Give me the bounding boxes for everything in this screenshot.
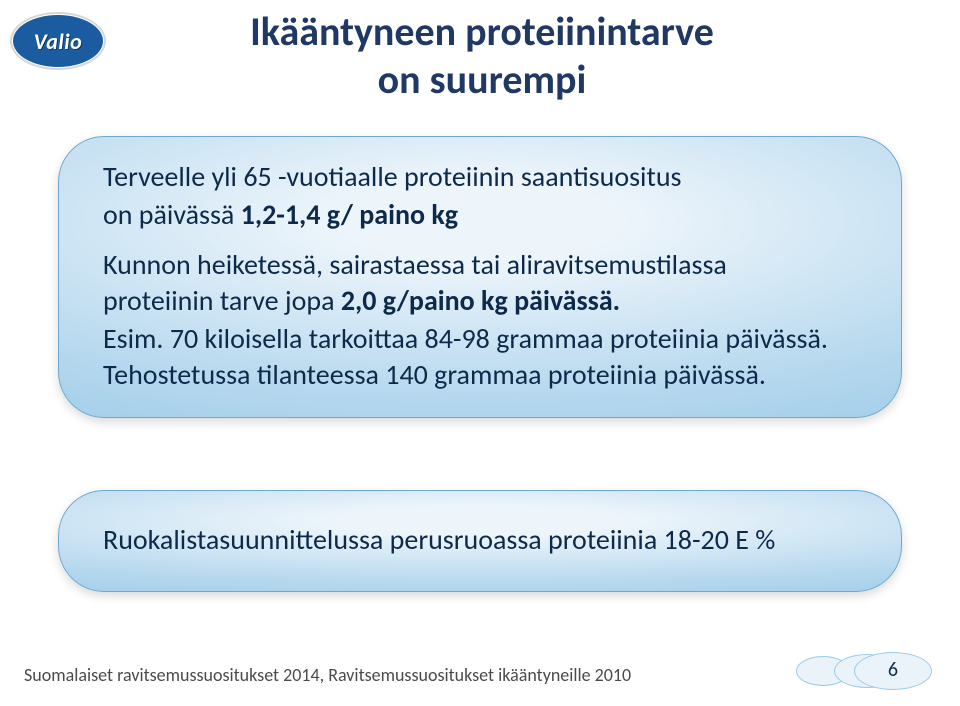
pagenum-oval-large: 6 bbox=[854, 652, 932, 690]
bubble1-line4: Esim. 70 kiloisella tarkoittaa 84-98 gra… bbox=[103, 321, 857, 393]
bubble1-line3: Kunnon heiketessä, sairastaessa tai alir… bbox=[103, 247, 857, 319]
bubble1-line1: Terveelle yli 65 -vuotiaalle proteiinin … bbox=[103, 159, 857, 195]
page-number-ornament: 6 bbox=[796, 652, 936, 690]
brand-logo: Valio bbox=[10, 12, 106, 72]
footnote: Suomalaiset ravitsemussuositukset 2014, … bbox=[24, 664, 631, 686]
page-number: 6 bbox=[888, 658, 898, 682]
callout-bubble-2: Ruokalistasuunnittelussa perusruoassa pr… bbox=[58, 490, 902, 592]
slide-title-line2: on suurempi bbox=[132, 56, 832, 104]
slide: Valio Ikääntyneen proteiinintarve on suu… bbox=[0, 0, 960, 706]
slide-title: Ikääntyneen proteiinintarve on suurempi bbox=[132, 8, 832, 104]
bubble1-line2: on päivässä 1,2-1,4 g/ paino kg bbox=[103, 197, 857, 233]
logo-text: Valio bbox=[34, 28, 82, 55]
callout-bubble-1: Terveelle yli 65 -vuotiaalle proteiinin … bbox=[58, 136, 902, 418]
slide-title-line1: Ikääntyneen proteiinintarve bbox=[132, 8, 832, 56]
logo-oval-inner: Valio bbox=[13, 15, 103, 67]
bubble1-line3a: Kunnon heiketessä, sairastaessa tai alir… bbox=[103, 247, 727, 282]
bubble1-line2-pre: on päivässä bbox=[103, 197, 241, 232]
bubble2-text: Ruokalistasuunnittelussa perusruoassa pr… bbox=[103, 513, 857, 567]
bubble1-line3b: proteiinin tarve jopa bbox=[103, 283, 341, 318]
bubble1-line3-bold: 2,0 g/paino kg päivässä. bbox=[341, 283, 620, 318]
bubble1-line2-bold: 1,2-1,4 g/ paino kg bbox=[241, 197, 458, 232]
